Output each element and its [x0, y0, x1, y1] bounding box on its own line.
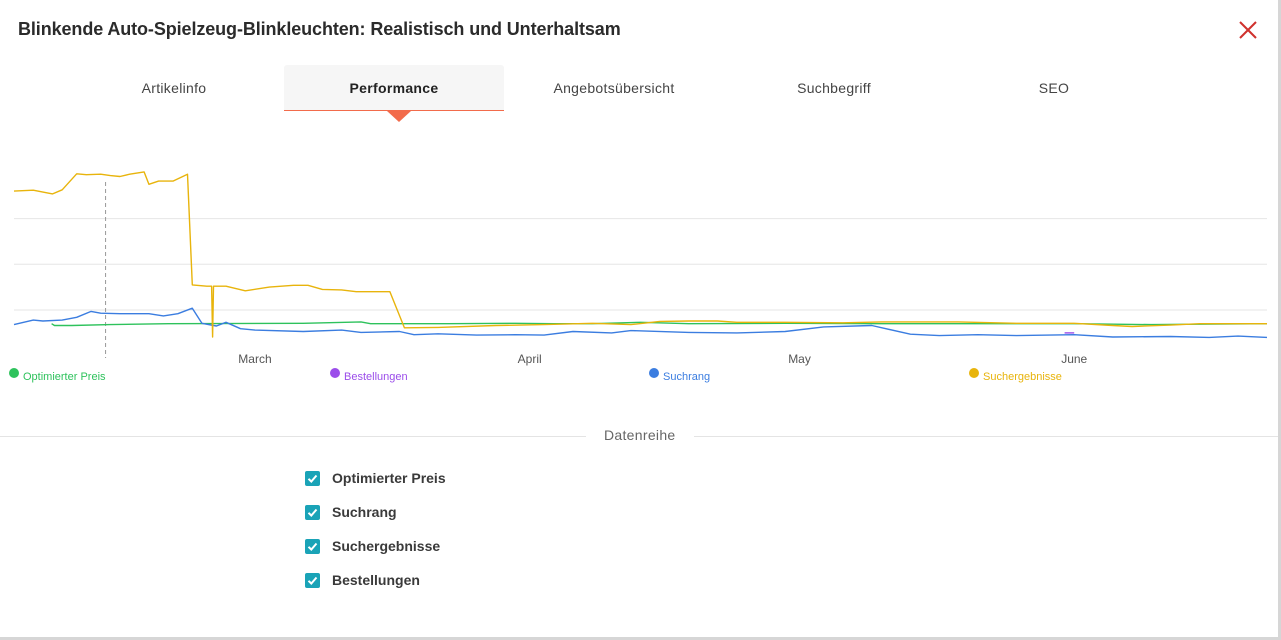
series-label: Bestellungen — [332, 572, 420, 588]
legend-dot — [330, 368, 340, 378]
toggle-bestellungen[interactable]: Bestellungen — [305, 563, 446, 597]
series-label: Suchrang — [332, 504, 397, 520]
x-axis-label: March — [238, 352, 271, 366]
checkbox-checked[interactable] — [305, 470, 320, 486]
series-label: Suchergebnisse — [332, 538, 441, 554]
legend-label: Optimierter Preis — [23, 371, 106, 383]
legend-label: Bestellungen — [344, 371, 408, 383]
checkbox-checked[interactable] — [305, 504, 320, 520]
legend-label: Suchrang — [663, 371, 710, 383]
toggle-optimierter-preis[interactable]: Optimierter Preis — [305, 461, 446, 495]
check-icon — [307, 576, 318, 585]
modal-title: Blinkende Auto-Spielzeug-Blinkleuchten: … — [18, 19, 621, 39]
x-axis-label: June — [1061, 352, 1087, 366]
series-line-suchrang — [13, 307, 1268, 339]
legend-dot — [969, 368, 979, 378]
checkbox-checked[interactable] — [305, 538, 320, 554]
divider-label: Datenreihe — [586, 427, 694, 443]
close-icon — [1239, 21, 1257, 39]
tab-label: Artikelinfo — [141, 80, 207, 96]
tab-label: Suchbegriff — [797, 80, 871, 96]
tab-suchbegriff[interactable]: Suchbegriff — [724, 65, 944, 111]
tab-artikelinfo[interactable]: Artikelinfo — [64, 65, 284, 111]
legend-label: Suchergebnisse — [983, 371, 1062, 383]
x-axis-label: May — [788, 352, 811, 366]
tab-seo[interactable]: SEO — [944, 65, 1164, 111]
tab-label: Performance — [349, 79, 439, 96]
tab-bar: Artikelinfo Performance Angebotsübersich… — [64, 65, 1164, 122]
x-axis-label: April — [518, 352, 542, 366]
legend-dot — [9, 368, 19, 378]
checkbox-checked[interactable] — [305, 572, 320, 588]
series-line-suchergebnisse — [13, 171, 1267, 338]
toggle-suchergebnisse[interactable]: Suchergebnisse — [305, 529, 446, 563]
performance-chart[interactable]: March April May June Optimierter Preis Bestel… — [0, 130, 1281, 390]
toggle-suchrang[interactable]: Suchrang — [305, 495, 446, 529]
check-icon — [307, 508, 318, 517]
active-tab-indicator — [387, 111, 411, 122]
legend-dot — [649, 368, 659, 378]
tab-angebotsuebersicht[interactable]: Angebotsübersicht — [504, 65, 724, 111]
tab-performance[interactable]: Performance — [284, 65, 504, 122]
tab-label: Angebotsübersicht — [553, 80, 675, 96]
check-icon — [307, 542, 318, 551]
check-icon — [307, 474, 318, 483]
series-toggle-list: Optimierter Preis Suchrang Suchergebniss… — [305, 461, 446, 597]
close-button[interactable] — [1236, 18, 1260, 42]
series-label: Optimierter Preis — [332, 470, 446, 486]
tab-label: SEO — [1038, 80, 1070, 96]
